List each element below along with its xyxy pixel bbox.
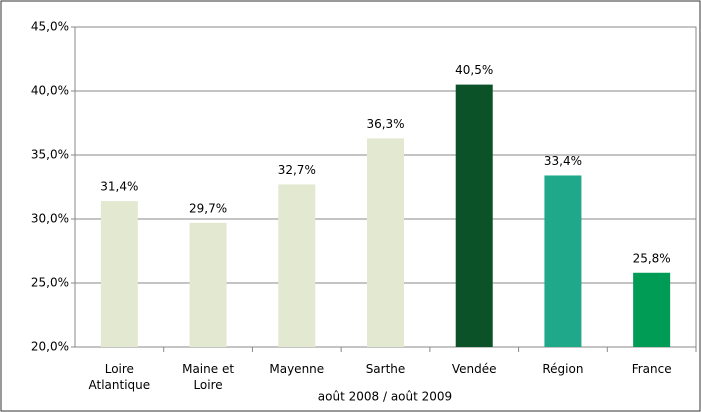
- y-tick-label: 20,0%: [31, 340, 69, 354]
- x-tick-label: France: [631, 362, 672, 376]
- bar: [455, 84, 493, 347]
- y-tick-label: 40,0%: [31, 84, 69, 98]
- value-label: 29,7%: [189, 201, 227, 215]
- bar: [367, 138, 404, 347]
- y-tick-label: 45,0%: [31, 20, 69, 34]
- bar: [278, 184, 316, 347]
- value-label: 36,3%: [366, 117, 404, 131]
- value-label: 33,4%: [544, 154, 582, 168]
- y-tick-label: 25,0%: [31, 276, 69, 290]
- value-label: 32,7%: [278, 163, 316, 177]
- x-tick-label: Loire Atlantique: [88, 362, 151, 392]
- x-tick-label: Maine et Loire: [182, 362, 235, 392]
- y-tick-label: 30,0%: [31, 212, 69, 226]
- x-tick-label: Sarthe: [365, 362, 406, 376]
- x-tick-label: Mayenne: [269, 362, 325, 376]
- bar: [189, 222, 227, 347]
- bar: [633, 272, 671, 347]
- x-axis-label: août 2008 / août 2009: [318, 390, 452, 404]
- bar: [100, 201, 138, 347]
- value-label: 25,8%: [633, 251, 671, 265]
- x-tick-label: Région: [542, 362, 584, 376]
- y-tick-label: 35,0%: [31, 148, 69, 162]
- bar: [544, 175, 582, 347]
- x-tick-label: Vendée: [451, 362, 497, 376]
- value-label: 31,4%: [100, 180, 138, 194]
- value-label: 40,5%: [455, 63, 493, 77]
